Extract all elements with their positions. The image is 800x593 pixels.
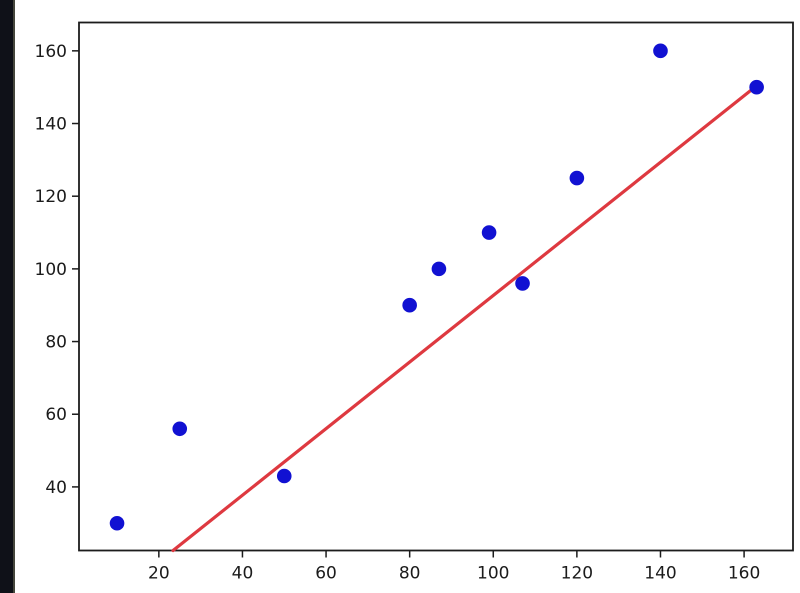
x-tick-label: 160 [728,564,760,584]
x-tick-label: 100 [477,564,509,584]
data-point [515,276,530,291]
data-point [109,515,125,531]
regression-line [171,84,759,553]
y-tick-label: 60 [45,405,67,425]
data-point [431,261,447,277]
x-tick-label: 140 [644,564,676,584]
x-tick-label: 40 [232,564,254,584]
data-point [569,170,585,186]
data-point [481,225,497,240]
x-tick-label: 60 [315,564,337,584]
data-point [172,421,188,437]
data-point [276,468,292,484]
data-point [653,43,668,59]
y-tick-label: 40 [45,478,67,498]
data-point [402,297,417,313]
x-tick-label: 80 [399,564,421,584]
y-tick-label: 100 [35,260,67,280]
y-tick-label: 160 [35,42,67,62]
x-tick-label: 20 [148,564,170,584]
y-tick-label: 140 [35,115,67,135]
data-point [749,79,764,95]
x-tick-label: 120 [561,564,593,584]
y-tick-label: 120 [35,187,67,207]
left-dark-strip [0,0,15,593]
plot-area [78,21,794,552]
y-tick-label: 80 [45,333,67,353]
